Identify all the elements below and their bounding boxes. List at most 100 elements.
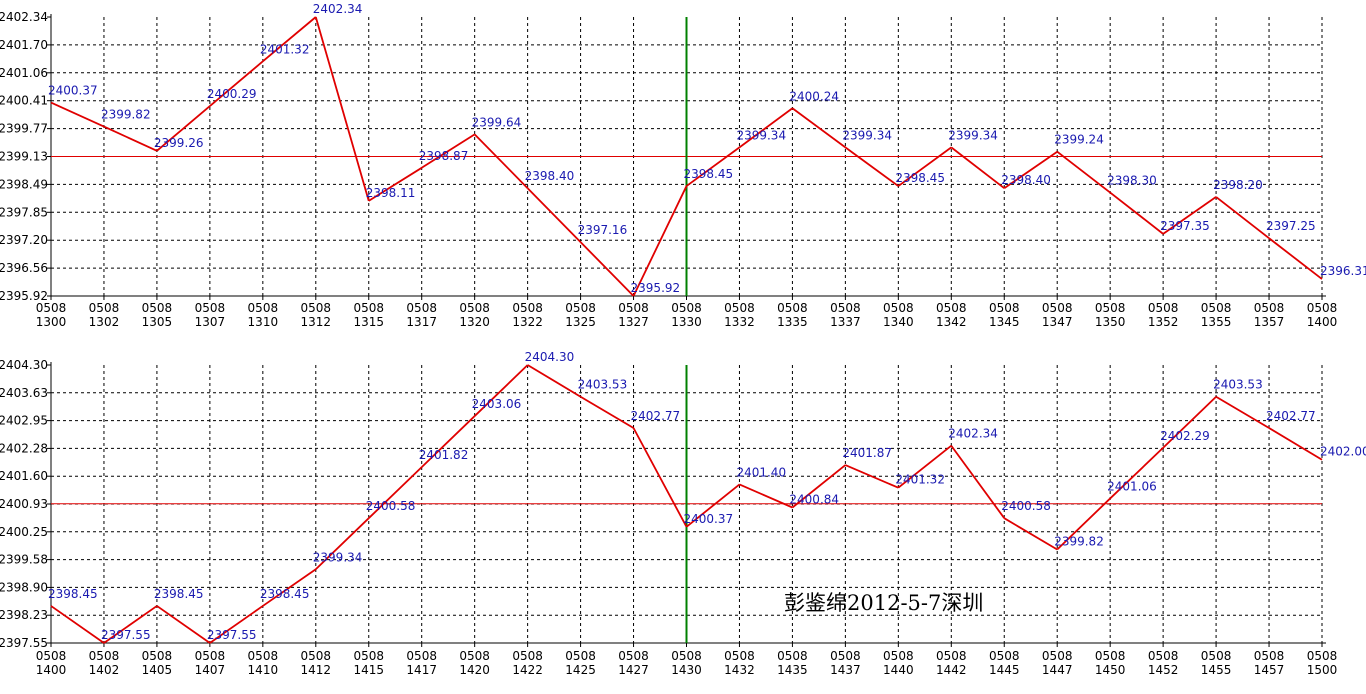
data-point-label: 2403.53 <box>1213 378 1263 392</box>
x-tick-label-time: 1335 <box>777 315 808 329</box>
x-tick-label-time: 1345 <box>989 315 1020 329</box>
x-tick-label-date: 0508 <box>459 301 490 315</box>
x-tick-label-time: 1425 <box>565 663 596 677</box>
y-tick-label: 2403.63 <box>0 386 48 400</box>
x-tick-label-date: 0508 <box>1148 649 1179 663</box>
data-point-label: 2401.40 <box>736 465 786 479</box>
series-line-segment <box>368 466 423 519</box>
data-point-label: 2399.82 <box>101 108 151 122</box>
y-tick-label: 2401.06 <box>0 66 48 80</box>
x-tick-label-time: 1407 <box>195 663 226 677</box>
upper-chart-panel: 2402.34 2401.70 2401.06 2400.41 2399.77 2399.… <box>0 2 1366 329</box>
data-point-label: 2398.45 <box>684 167 734 181</box>
y-tick-label: 2397.55 <box>0 636 48 650</box>
data-point-label: 2397.55 <box>101 628 151 642</box>
author-watermark: 彭鉴绵2012-5-7深圳 <box>784 591 983 615</box>
x-tick-label-time: 1410 <box>248 663 279 677</box>
data-point-label: 2400.29 <box>207 87 257 101</box>
series-line-segment <box>738 107 793 149</box>
series-line-segment <box>632 427 688 528</box>
y-tick-label: 2402.34 <box>0 10 48 24</box>
x-tick-label-time: 1332 <box>724 315 755 329</box>
data-point-label: 2398.45 <box>895 171 945 185</box>
x-tick-label-time: 1432 <box>724 663 755 677</box>
series-line-segment <box>897 146 952 187</box>
x-tick-label-date: 0508 <box>512 649 543 663</box>
data-point-label: 2398.11 <box>366 186 416 200</box>
x-tick-label-time: 1300 <box>36 315 67 329</box>
data-point-label: 2402.77 <box>631 409 681 423</box>
x-tick-label-time: 1305 <box>142 315 173 329</box>
series-line-segment <box>1215 196 1270 239</box>
x-tick-label-date: 0508 <box>1148 301 1179 315</box>
data-point-label: 2398.20 <box>1213 178 1263 192</box>
x-tick-label-date: 0508 <box>777 301 808 315</box>
x-tick-label-time: 1435 <box>777 663 808 677</box>
data-point-label: 2397.55 <box>207 628 257 642</box>
data-point-label: 2400.24 <box>789 89 839 103</box>
x-tick-label-date: 0508 <box>671 301 702 315</box>
y-tick-label: 2396.56 <box>0 261 48 275</box>
data-point-label: 2400.84 <box>789 493 839 507</box>
data-point-label: 2401.82 <box>419 448 469 462</box>
x-tick-label-time: 1347 <box>1042 315 1073 329</box>
series-line-segment <box>1109 191 1164 235</box>
series-line-segment <box>368 167 423 202</box>
x-tick-label-time: 1312 <box>301 315 332 329</box>
series-line-segment <box>209 605 264 644</box>
x-tick-label-time: 1400 <box>1307 315 1338 329</box>
x-tick-label-date: 0508 <box>671 649 702 663</box>
series-line-segment <box>315 517 370 570</box>
data-point-label: 2401.87 <box>842 446 892 460</box>
data-point-label: 2399.82 <box>1054 535 1104 549</box>
x-tick-label-time: 1315 <box>353 315 384 329</box>
x-tick-label-time: 1405 <box>142 663 173 677</box>
x-tick-label-date: 0508 <box>195 649 226 663</box>
x-tick-label-time: 1322 <box>512 315 543 329</box>
x-tick-label-date: 0508 <box>1254 649 1285 663</box>
x-tick-label-time: 1317 <box>406 315 437 329</box>
x-tick-label-time: 1445 <box>989 663 1020 677</box>
x-tick-label-date: 0508 <box>1095 649 1126 663</box>
series-line-segment <box>1268 427 1323 461</box>
series-line-segment <box>1056 497 1111 551</box>
y-tick-label: 2402.95 <box>0 414 48 428</box>
x-tick-label-time: 1402 <box>89 663 120 677</box>
series-line-segment <box>739 483 793 509</box>
series-line-segment <box>845 464 899 489</box>
series-line-segment <box>421 133 476 169</box>
x-tick-label-date: 0508 <box>1254 301 1285 315</box>
data-point-label: 2401.32 <box>260 42 310 56</box>
series-line-segment <box>474 364 529 417</box>
data-point-label: 2399.34 <box>948 128 998 142</box>
series-line-segment <box>156 105 211 152</box>
series-line-segment <box>421 415 476 468</box>
x-tick-label-date: 0508 <box>1042 649 1073 663</box>
data-point-label: 2398.30 <box>1107 174 1157 188</box>
x-tick-label-time: 1437 <box>830 663 861 677</box>
series-line-segment <box>791 464 846 509</box>
data-point-label: 2398.45 <box>48 587 98 601</box>
data-point-label: 2399.34 <box>842 128 892 142</box>
data-point-label: 2399.34 <box>313 550 363 564</box>
x-tick-label-date: 0508 <box>777 649 808 663</box>
series-line-segment <box>791 107 846 149</box>
x-tick-label-time: 1440 <box>883 663 914 677</box>
series-line-segment <box>580 395 634 429</box>
x-tick-label-time: 1320 <box>459 315 490 329</box>
data-point-label: 2399.26 <box>154 136 204 150</box>
x-tick-label-time: 1500 <box>1307 663 1338 677</box>
x-tick-label-date: 0508 <box>406 649 437 663</box>
y-tick-label: 2397.85 <box>0 205 48 219</box>
x-tick-label-time: 1352 <box>1148 315 1179 329</box>
x-tick-label-time: 1412 <box>301 663 332 677</box>
y-tick-label: 2404.30 <box>0 358 48 372</box>
x-tick-label-time: 1420 <box>459 663 490 677</box>
lower-chart-panel: 2404.30 2403.63 2402.95 2402.28 2401.60 2400.… <box>0 350 1366 677</box>
x-tick-label-time: 1302 <box>89 315 120 329</box>
x-tick-label-time: 1430 <box>671 663 702 677</box>
x-tick-label-date: 0508 <box>989 301 1020 315</box>
data-point-label: 2403.06 <box>472 397 522 411</box>
x-tick-label-date: 0508 <box>1095 301 1126 315</box>
